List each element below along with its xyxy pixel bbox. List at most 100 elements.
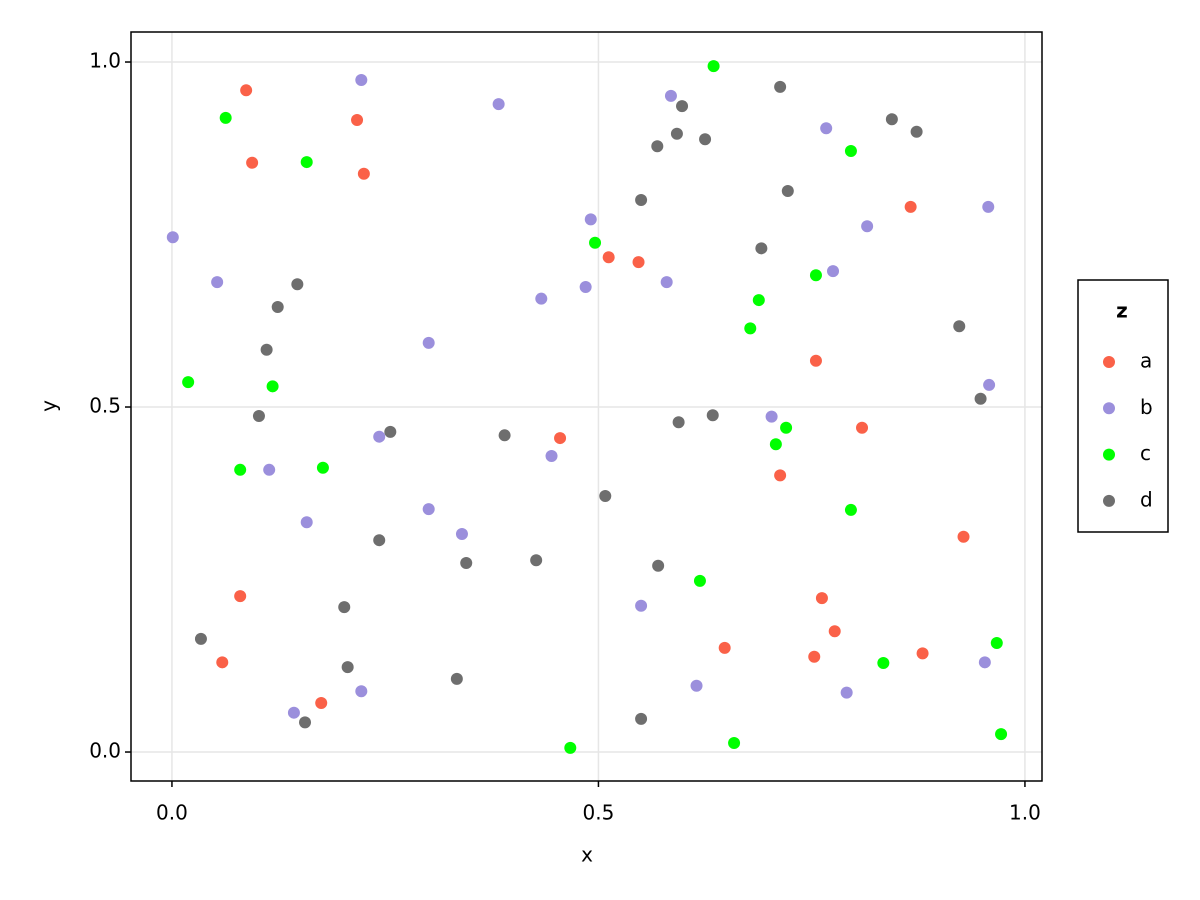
x-tick-label: 0.0 [156,801,188,825]
point [211,276,224,289]
point [219,111,232,124]
point [809,269,822,282]
point [982,200,995,213]
point [299,716,312,729]
point [166,231,179,244]
point [844,145,857,158]
point [291,278,304,291]
point [602,251,615,264]
x-tick-label: 0.5 [583,801,615,825]
point [240,84,253,97]
point [535,292,548,305]
point [651,140,664,153]
point [635,599,648,612]
point [652,559,665,572]
point [820,122,833,135]
point [635,712,648,725]
point [815,592,828,605]
legend-label: c [1140,441,1151,465]
point [781,185,794,198]
y-tick-label: 0.5 [89,394,121,418]
point [769,438,782,451]
legend-marker [1103,448,1115,461]
legend-label: b [1140,395,1153,419]
point [699,133,712,146]
point [300,156,313,169]
point [752,294,765,307]
point [316,461,329,474]
legend-box [1077,279,1169,533]
point [755,242,768,255]
point [904,200,917,213]
point [579,280,592,293]
point [693,574,706,587]
point [780,421,793,434]
point [765,410,778,423]
point [664,89,677,102]
point [718,641,731,654]
point [492,98,505,111]
point [564,741,577,754]
point [809,354,822,367]
legend-label: d [1140,487,1153,511]
point [676,100,689,113]
point [260,343,273,356]
point [885,113,898,126]
legend-marker [1103,402,1115,415]
point [774,80,787,93]
point [728,737,741,750]
y-tick-label: 0.0 [89,739,121,763]
point [827,265,840,278]
point [216,656,229,669]
y-tick-label: 1.0 [89,49,121,73]
point [355,685,368,698]
legend-label: a [1140,349,1152,373]
point [263,463,276,476]
point [690,679,703,692]
point [300,516,313,529]
point [635,194,648,207]
point [384,425,397,438]
point [498,429,511,442]
point [584,213,597,226]
point [856,421,869,434]
point [373,534,386,547]
point [840,686,853,699]
point [707,60,720,73]
point [182,376,195,389]
point [455,527,468,540]
point [877,657,890,670]
point [660,276,673,289]
point [351,113,364,126]
point [422,336,435,349]
point [990,636,1003,649]
point [978,656,991,669]
x-tick-label: 1.0 [1009,801,1041,825]
point [672,416,685,429]
point [670,127,683,140]
point [828,625,841,638]
point [357,167,370,180]
point [974,392,987,405]
point [632,256,645,269]
legend-marker [1103,356,1115,368]
point [599,490,612,503]
point [450,672,463,685]
point [995,728,1008,741]
point [194,632,207,645]
point [916,647,929,660]
point [589,236,602,249]
legend-title: z [1116,299,1128,323]
point [355,73,368,86]
x-axis-label: x [581,843,593,867]
point [234,590,247,603]
point [252,409,265,422]
point [315,697,328,710]
point [287,706,300,719]
point [271,300,284,313]
point [422,503,435,516]
point [460,556,473,569]
point [953,320,966,333]
point [706,409,719,422]
